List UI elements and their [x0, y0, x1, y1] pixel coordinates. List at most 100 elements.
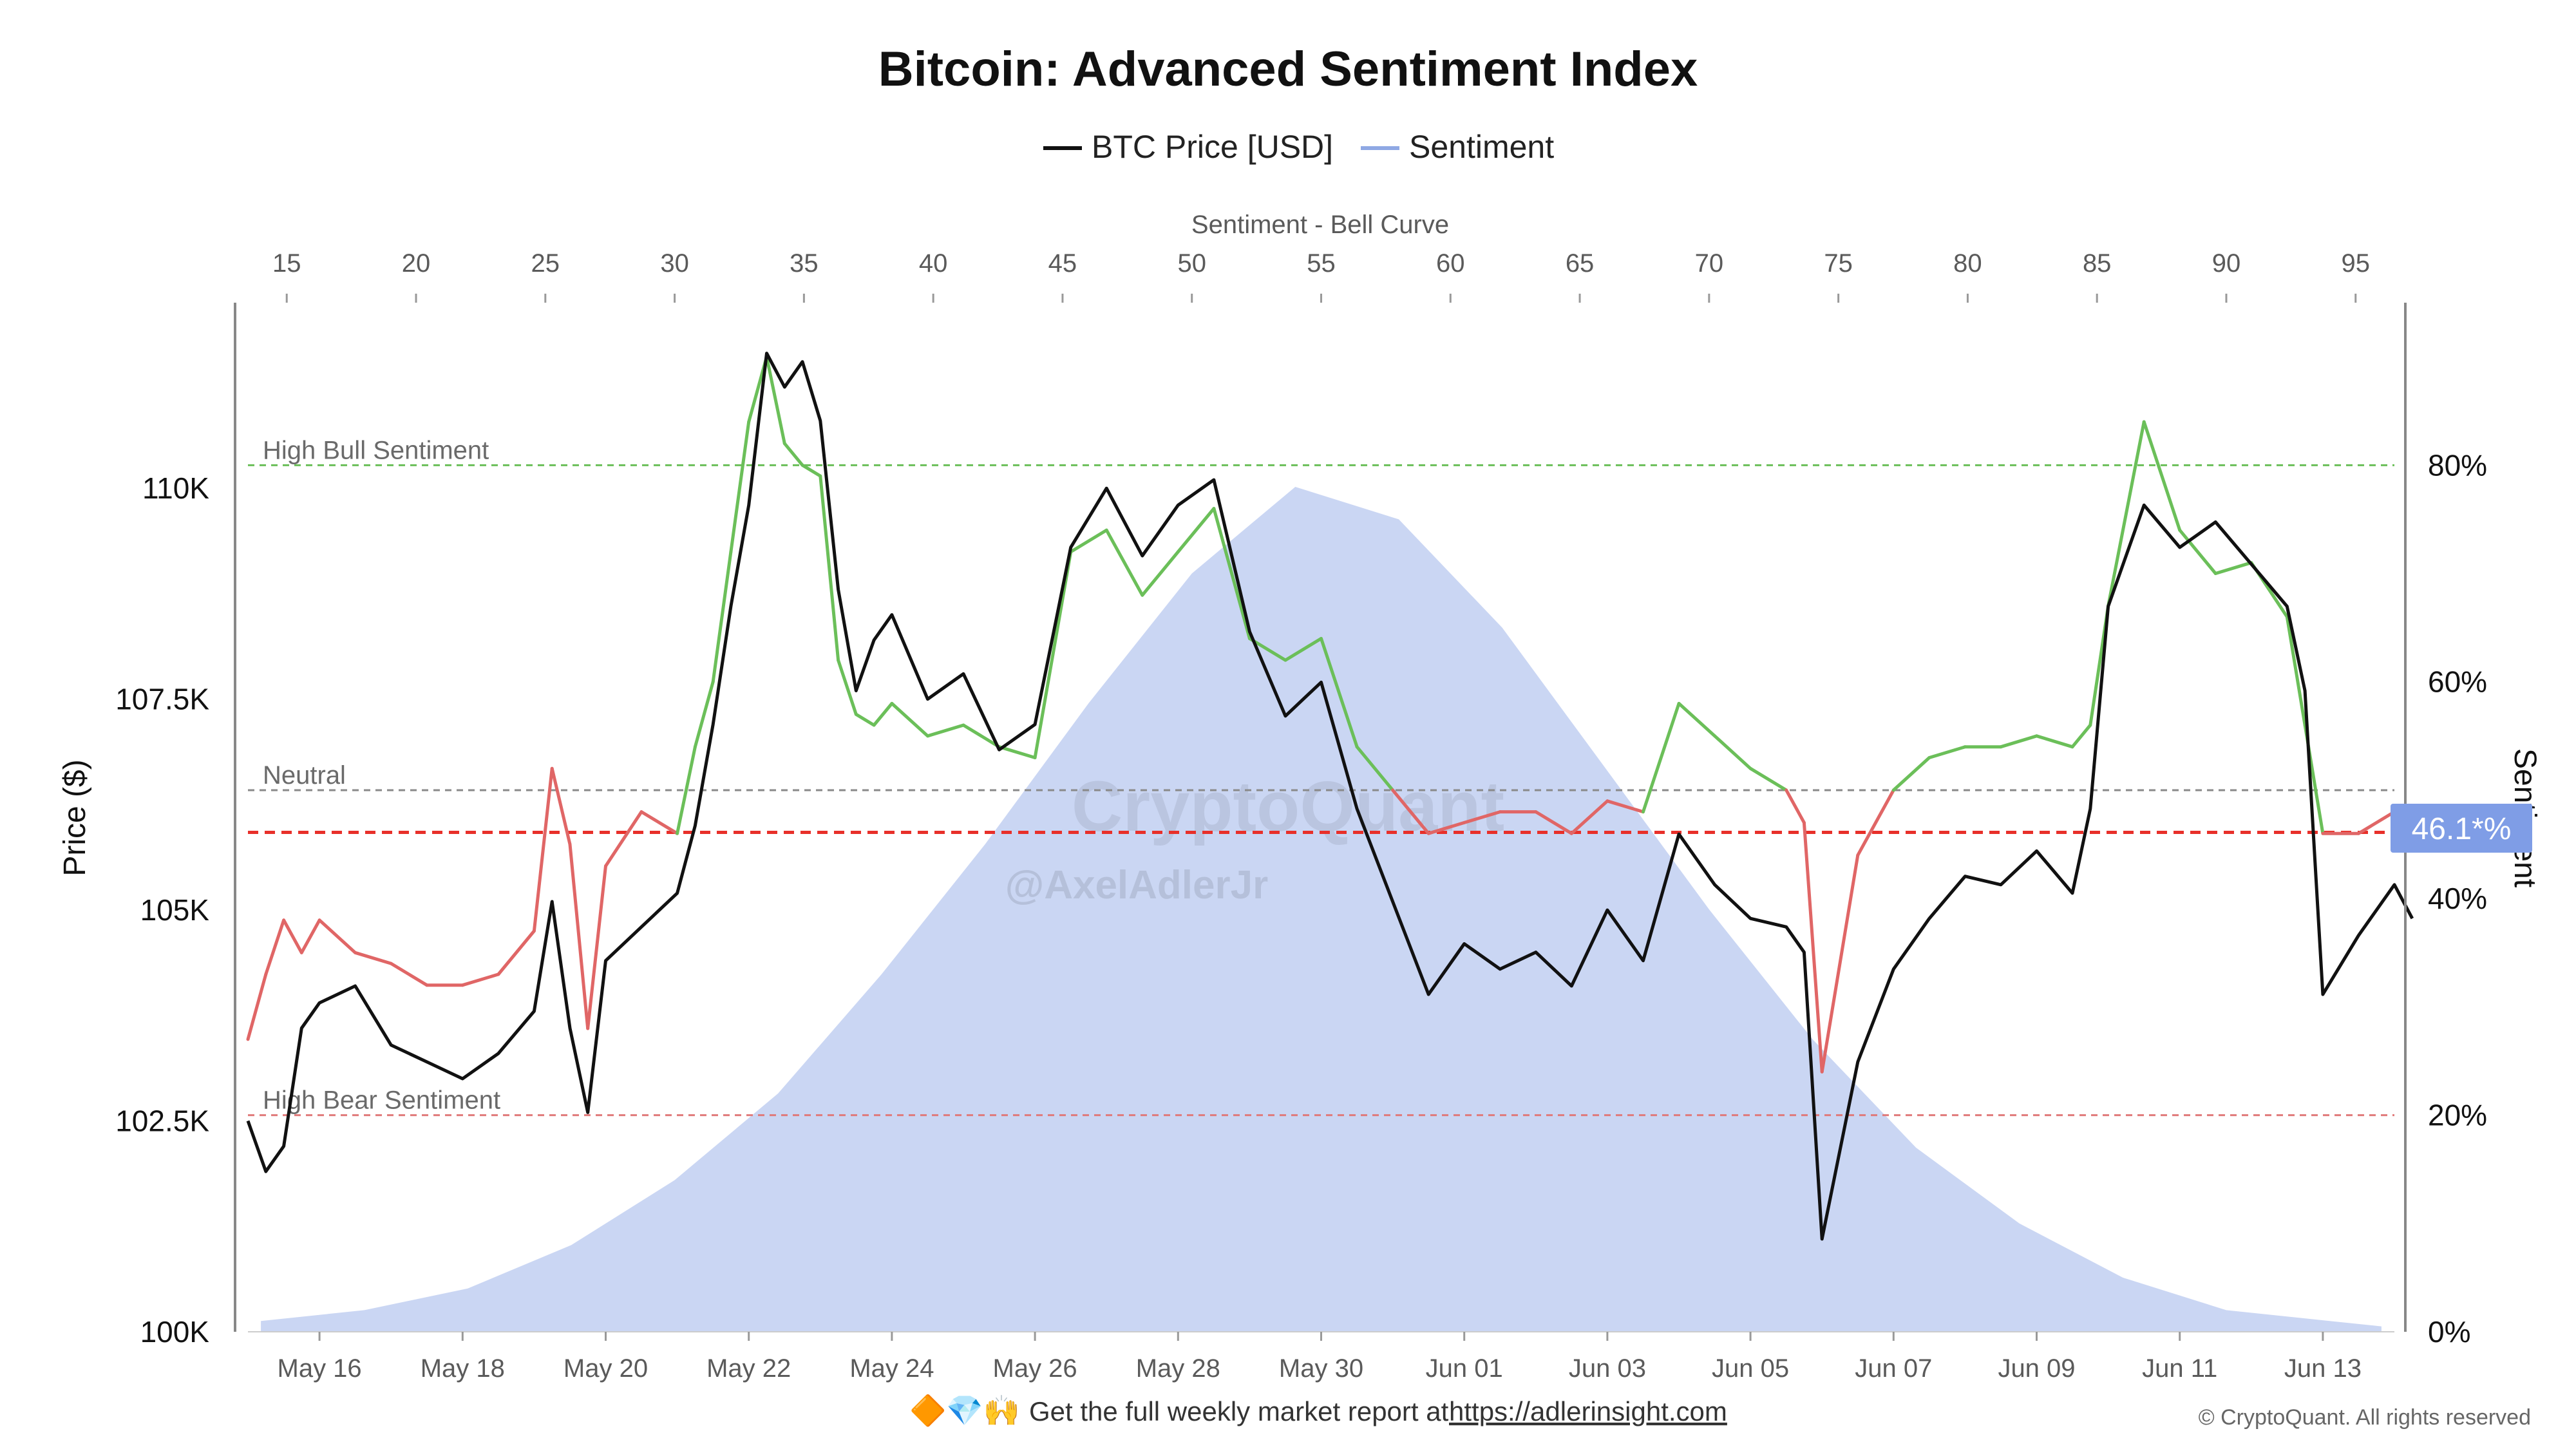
sentiment-segment — [2107, 420, 2146, 608]
left-tick-label: 110K — [142, 471, 209, 505]
sentiment-segment — [961, 723, 1001, 749]
top-tick-label: 70 — [1695, 249, 1724, 278]
sentiment-segment — [317, 918, 357, 954]
bottom-tick-label: Jun 01 — [1426, 1354, 1503, 1383]
top-tick-label: 65 — [1566, 249, 1595, 278]
sentiment-segment — [389, 961, 429, 987]
footer-link[interactable]: https://adlerinsight.com — [1449, 1396, 1727, 1426]
sentiment-segment — [872, 701, 894, 727]
copyright: © CryptoQuant. All rights reserved — [2199, 1405, 2531, 1430]
sentiment-segment — [1856, 788, 1895, 857]
sentiment-segment — [926, 723, 965, 738]
sentiment-segment — [299, 918, 321, 954]
sentiment-segment — [1141, 550, 1180, 597]
sentiment-segment — [1320, 637, 1359, 749]
sentiment-segment — [1802, 820, 1824, 1074]
sentiment-segment — [1104, 528, 1144, 597]
sentiment-segment — [354, 951, 393, 965]
neutral-line-label: Neutral — [263, 761, 346, 790]
sentiment-segment — [2070, 723, 2092, 749]
top-tick-label: 20 — [402, 249, 431, 278]
legend: BTC Price [USD] Sentiment — [1043, 129, 1554, 165]
bottom-tick-label: May 16 — [278, 1354, 362, 1383]
sentiment-segment — [586, 864, 607, 1030]
bottom-tick-label: May 24 — [849, 1354, 934, 1383]
top-tick-label: 50 — [1177, 249, 1206, 278]
sentiment-segment — [2285, 615, 2307, 727]
top-tick-label: 15 — [272, 249, 301, 278]
top-tick-label: 95 — [2342, 249, 2371, 278]
sentiment-segment — [1820, 853, 1860, 1074]
sentiment-segment — [246, 972, 268, 1041]
sentiment-segment — [782, 442, 804, 467]
bottom-tick-label: Jun 03 — [1569, 1354, 1646, 1383]
chart-title: Bitcoin: Advanced Sentiment Index — [878, 42, 1698, 97]
sentiment-segment — [639, 810, 679, 835]
sentiment-segment — [800, 463, 822, 478]
sentiment-segment — [1569, 799, 1609, 835]
sentiment-segment — [550, 766, 572, 846]
legend-price-label: BTC Price [USD] — [1092, 129, 1333, 165]
top-tick-label: 85 — [2083, 249, 2112, 278]
right-tick-label: 20% — [2428, 1099, 2487, 1132]
right-tick-label: 80% — [2428, 448, 2487, 482]
sentiment-segment — [1176, 507, 1216, 554]
sentiment-segment — [1391, 788, 1430, 835]
sentiment-segment — [1999, 734, 2038, 749]
left-axis-title: Price ($) — [58, 759, 92, 876]
bottom-tick-label: May 26 — [993, 1354, 1077, 1383]
sentiment-segment — [2213, 561, 2253, 575]
sentiment-segment — [819, 474, 840, 662]
high-bear-line-label: High Bear Sentiment — [263, 1086, 500, 1115]
sentiment-segment — [604, 810, 643, 868]
top-axis-title: Sentiment - Bell Curve — [1191, 211, 1449, 239]
left-tick-label: 102.5K — [115, 1104, 209, 1138]
bottom-tick-label: Jun 13 — [2284, 1354, 2362, 1383]
sentiment-segment — [1426, 820, 1466, 835]
bottom-tick-label: Jun 05 — [1712, 1354, 1789, 1383]
current-value-badge: 46.1*% — [2391, 804, 2532, 853]
sentiment-segment — [711, 550, 733, 684]
sentiment-segment — [1677, 701, 1717, 738]
right-tick-label: 40% — [2428, 882, 2487, 915]
footer: 🔶💎🙌 Get the full weekly market report at… — [909, 1394, 1727, 1428]
left-tick-label: 100K — [140, 1315, 210, 1349]
bottom-axis: May 16 May 18 May 20 May 22 May 24 May 26 May … — [248, 1331, 2394, 1383]
bottom-tick-label: May 28 — [1136, 1354, 1220, 1383]
sentiment-segment — [693, 680, 715, 749]
sentiment-segment — [676, 745, 697, 835]
left-tick-label: 107.5K — [115, 683, 209, 716]
top-tick-label: 80 — [1953, 249, 1982, 278]
top-tick-label: 40 — [919, 249, 948, 278]
sentiment-segment — [765, 355, 786, 446]
sentiment-segment — [282, 918, 303, 954]
watermark-handle: @AxelAdlerJr — [1005, 863, 1269, 907]
top-tick-label: 60 — [1436, 249, 1465, 278]
bottom-tick-label: May 18 — [421, 1354, 505, 1383]
sentiment-segment — [1748, 766, 1788, 792]
sentiment-segment — [1642, 701, 1681, 814]
sentiment-segment — [1891, 756, 1931, 792]
top-tick-label: 35 — [790, 249, 819, 278]
sentiment-segment — [2178, 528, 2217, 575]
sentiment-segment — [2035, 734, 2074, 749]
top-tick-label: 55 — [1307, 249, 1336, 278]
sentiment-segment — [1463, 810, 1502, 824]
sentiment-segment — [1785, 788, 1806, 824]
sentiment-segment — [2142, 420, 2182, 532]
bottom-tick-label: May 30 — [1279, 1354, 1363, 1383]
current-value-label: 46.1*% — [2412, 812, 2512, 846]
bottom-tick-label: Jun 09 — [1998, 1354, 2075, 1383]
sentiment-segment — [1605, 799, 1645, 814]
bottom-tick-label: May 20 — [564, 1354, 648, 1383]
watermark-name: CryptoQuant — [1072, 767, 1504, 846]
bottom-tick-label: May 22 — [706, 1354, 791, 1383]
sentiment-segment — [1534, 810, 1573, 835]
price-line — [246, 352, 2414, 1241]
footer-text: Get the full weekly market report at — [1029, 1396, 1449, 1426]
top-tick-label: 90 — [2212, 249, 2241, 278]
bottom-tick-label: Jun 11 — [2142, 1354, 2217, 1383]
sentiment-segment — [264, 918, 286, 976]
sentiment-segment — [1283, 637, 1323, 662]
